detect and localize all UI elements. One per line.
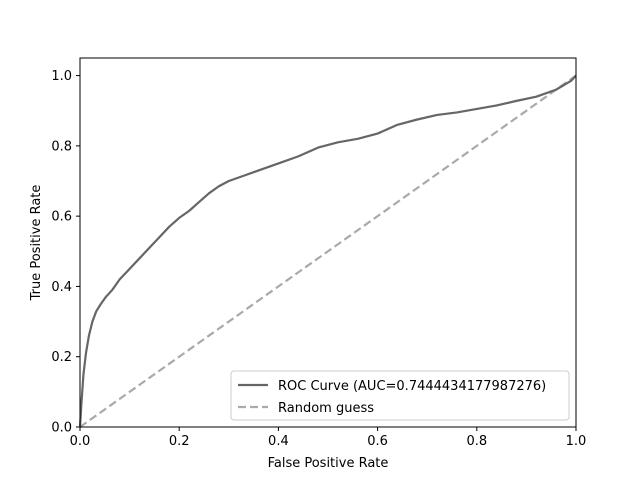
- x-tick-label: 0.8: [466, 434, 487, 449]
- random-guess-line: [79, 74, 577, 428]
- x-tick-label: 1.0: [566, 434, 587, 449]
- y-axis-label: True Positive Rate: [29, 185, 44, 302]
- legend-roc-label: ROC Curve (AUC=0.7444434177987276): [278, 379, 546, 394]
- y-tick-label: 0.0: [51, 421, 72, 436]
- x-tick-label: 0.6: [367, 434, 388, 449]
- legend-box: [230, 370, 570, 421]
- y-tick-label: 0.2: [51, 350, 72, 365]
- y-tick-label: 1.0: [51, 69, 72, 84]
- legend: ROC Curve (AUC=0.7444434177987276) Rando…: [230, 370, 570, 421]
- legend-random-label: Random guess: [278, 401, 374, 416]
- plot-frame: [79, 57, 577, 428]
- x-tick-label: 0.2: [169, 434, 190, 449]
- ticks-layer: 0.0 0.2 0.4 0.6 0.8 1.0 0.0 0.2 0.4 0.6 0.8 1.0: [51, 69, 586, 449]
- series-layer: [78, 74, 577, 428]
- x-tick-label: 0.0: [70, 434, 91, 449]
- roc-curve-line: [78, 74, 577, 428]
- y-tick-label: 0.6: [51, 210, 72, 225]
- x-axis-label: False Positive Rate: [268, 456, 389, 471]
- y-tick-label: 0.8: [51, 139, 72, 154]
- x-tick-label: 0.4: [268, 434, 289, 449]
- y-tick-label: 0.4: [51, 280, 72, 295]
